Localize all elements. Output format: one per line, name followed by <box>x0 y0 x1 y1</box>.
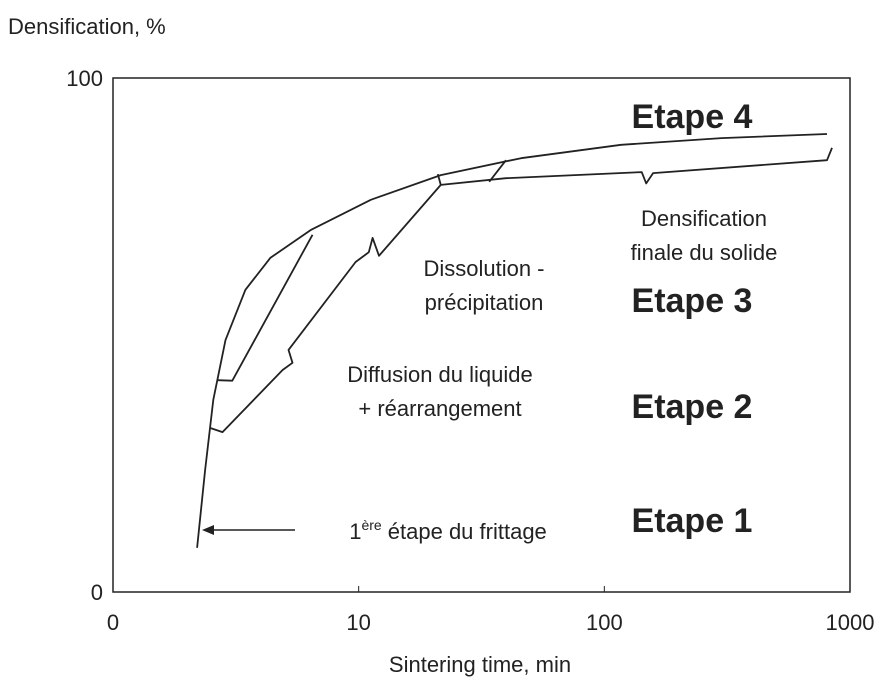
annotation-part: ère <box>361 517 381 533</box>
x-tick-label: 100 <box>586 610 623 635</box>
x-tick-label: 10 <box>346 610 370 635</box>
annotation: précipitation <box>425 290 544 315</box>
curve <box>436 173 442 186</box>
annotation: finale du solide <box>631 240 778 265</box>
curve <box>217 234 314 382</box>
annotation: Etape 4 <box>632 98 753 136</box>
annotation: Densification <box>641 206 767 231</box>
annotation: Dissolution - <box>423 256 544 281</box>
x-tick-label: 0 <box>107 610 119 635</box>
arrow <box>202 525 295 535</box>
annotation: Etape 1 <box>632 502 753 540</box>
x-axis-label: Sintering time, min <box>389 652 571 677</box>
annotation: + réarrangement <box>358 396 521 421</box>
curve <box>210 147 833 433</box>
annotation: Diffusion du liquide <box>347 362 533 387</box>
annotation: 1ère étape du frittage <box>349 517 547 544</box>
y-tick-label: 0 <box>91 580 103 605</box>
plot-frame <box>112 77 851 593</box>
curve <box>488 159 507 183</box>
y-axis-label: Densification, % <box>8 14 166 39</box>
annotation: Etape 3 <box>632 282 753 320</box>
curve <box>196 133 828 548</box>
y-tick-label: 100 <box>66 66 103 91</box>
annotation-part: étape du frittage <box>382 519 547 544</box>
annotation: Etape 2 <box>632 388 753 426</box>
x-tick-label: 1000 <box>826 610 875 635</box>
annotation-part: 1 <box>349 519 361 544</box>
